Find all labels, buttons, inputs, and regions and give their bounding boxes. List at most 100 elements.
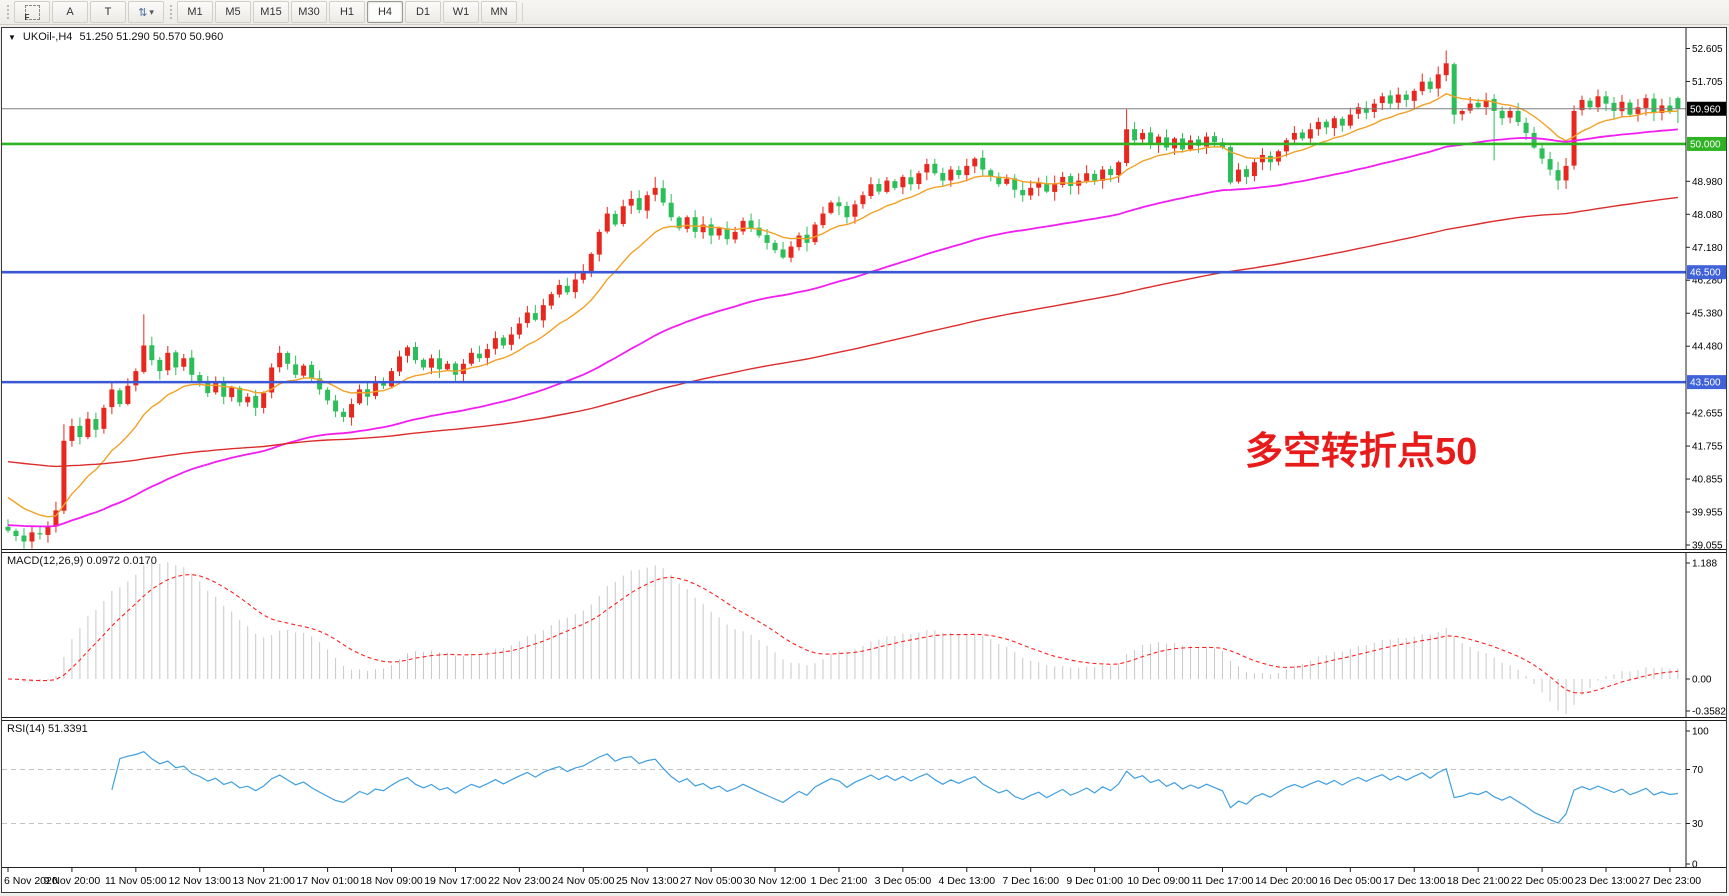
candle-body (397, 356, 403, 372)
candle-body (77, 425, 83, 438)
candle-body (309, 364, 315, 379)
candle-body (21, 535, 27, 542)
macd-canvas[interactable]: 1.188 0.00 -0.3582 (2, 553, 1726, 717)
time-tick-label: 24 Nov 05:00 (552, 875, 615, 887)
collapse-triangle-icon[interactable]: ▼ (8, 32, 16, 42)
main-chart-canvas[interactable]: 52.605 51.705 48.980 48.080 47.180 46.280 45.3… (2, 28, 1726, 549)
candle-body (1291, 132, 1297, 140)
rsi-canvas[interactable]: 100 70 30 0 (2, 721, 1726, 867)
toolbar-drag-handle[interactable] (168, 3, 173, 21)
macd-panel[interactable]: MACD(12,26,9) 0.0972 0.0170 1.188 0.00 -0.… (2, 553, 1726, 717)
timeframe-m15-button[interactable]: M15 (253, 1, 289, 23)
timeframe-h1-button[interactable]: H1 (329, 1, 365, 23)
candle-body (972, 158, 978, 167)
time-tick-label: 4 Dec 13:00 (938, 875, 995, 887)
time-tick-label: 6 Nov 2020 (4, 875, 58, 887)
candle-body (293, 364, 299, 375)
time-tick-label: 19 Nov 17:00 (424, 875, 487, 887)
candle-body (373, 382, 379, 396)
candle-body (1243, 169, 1249, 177)
dashed-grid-icon: F (24, 4, 40, 22)
candle-body (548, 294, 554, 306)
candle-body (756, 227, 762, 236)
price-badge (1687, 136, 1726, 151)
candle-body (1148, 132, 1154, 144)
candle-body (1331, 118, 1337, 129)
candle-body (1675, 98, 1681, 109)
timeframe-m5-button[interactable]: M5 (215, 1, 251, 23)
candle-body (197, 375, 203, 383)
candle-body (1635, 107, 1641, 114)
time-tick-label: 27 Dec 23:00 (1639, 875, 1702, 887)
candle-body (652, 187, 658, 195)
candle-body (460, 363, 466, 375)
timeframe-w1-button[interactable]: W1 (443, 1, 479, 23)
letter-a-icon: A (66, 6, 74, 18)
candle-body (1411, 90, 1417, 101)
candle-body (1036, 182, 1042, 188)
timeframe-mn-button[interactable]: MN (481, 1, 517, 23)
annotation-text[interactable]: 多空转折点50 (1245, 431, 1477, 473)
candle-body (101, 407, 107, 429)
time-tick-label: 11 Nov 05:00 (105, 875, 167, 887)
candle-body (1323, 121, 1329, 128)
ohlc-values-label: 51.250 51.290 50.570 50.960 (79, 31, 224, 43)
rsi-tick-label: 70 (1692, 765, 1704, 776)
candle-body (1315, 121, 1321, 130)
candle-body (436, 358, 442, 370)
candle-body (1060, 176, 1066, 185)
candle-body (732, 231, 738, 240)
candle-body (1483, 99, 1489, 108)
timeframe-d1-button[interactable]: D1 (405, 1, 441, 23)
candle-body (1052, 184, 1058, 192)
candle-body (1563, 165, 1569, 181)
candle-body (1387, 95, 1393, 104)
price-panel[interactable]: ▼ UKOil-,H4 51.250 51.290 50.570 50.960 … (2, 28, 1726, 549)
symbol-period-label: UKOil-,H4 (22, 31, 73, 43)
toolbar-drag-handle[interactable] (5, 3, 10, 21)
candle-body (628, 198, 634, 206)
candle-body (1451, 64, 1457, 115)
candle-body (189, 357, 195, 375)
arrows-tool-button[interactable]: ⇅ ▾ (128, 1, 164, 23)
arrow-style-button[interactable]: A (52, 1, 88, 23)
candle-body (1371, 103, 1377, 112)
time-axis[interactable]: 6 Nov 2020 9 Nov 20:00 11 Nov 05:00 12 Nov … (2, 867, 1726, 892)
candle-body (892, 181, 898, 188)
candle-body (381, 382, 387, 386)
candle-body (508, 334, 514, 345)
candle-body (117, 390, 123, 405)
candle-body (1395, 94, 1401, 103)
time-tick-label: 23 Dec 13:00 (1575, 875, 1638, 887)
candle-body (644, 195, 650, 211)
candle-body (1108, 169, 1114, 176)
candle-body (1020, 189, 1026, 196)
candle-body (1251, 162, 1257, 177)
candle-body (1092, 173, 1098, 181)
rsi-panel[interactable]: RSI(14) 51.3391 100 70 30 0 (2, 721, 1726, 867)
candle-body (588, 253, 594, 273)
timeframe-h4-button[interactable]: H4 (367, 1, 403, 23)
panel-separator[interactable] (2, 717, 1726, 721)
rsi-tick-label: 100 (1692, 727, 1709, 738)
chart-grid-f-button[interactable]: F (14, 1, 50, 23)
candle-body (492, 338, 498, 349)
candle-body (1227, 147, 1233, 183)
candle-body (1275, 151, 1281, 162)
panel-separator[interactable] (2, 549, 1726, 553)
candle-body (333, 400, 339, 412)
timeframe-m30-button[interactable]: M30 (291, 1, 327, 23)
candle-body (1235, 169, 1241, 182)
candle-body (868, 184, 874, 197)
candle-body (764, 235, 770, 243)
candle-body (708, 224, 714, 236)
timeframe-m1-button[interactable]: M1 (177, 1, 213, 23)
candle-body (1116, 162, 1122, 176)
text-label-button[interactable]: T (90, 1, 126, 23)
candle-body (1004, 178, 1010, 184)
price-tick-label: 47.180 (1692, 243, 1723, 254)
candle-body (580, 272, 586, 280)
candle-body (748, 220, 754, 229)
toolbar: F A T ⇅ ▾ M1 M5 M15 M30 H1 H4 D1 W1 MN (0, 0, 1729, 25)
